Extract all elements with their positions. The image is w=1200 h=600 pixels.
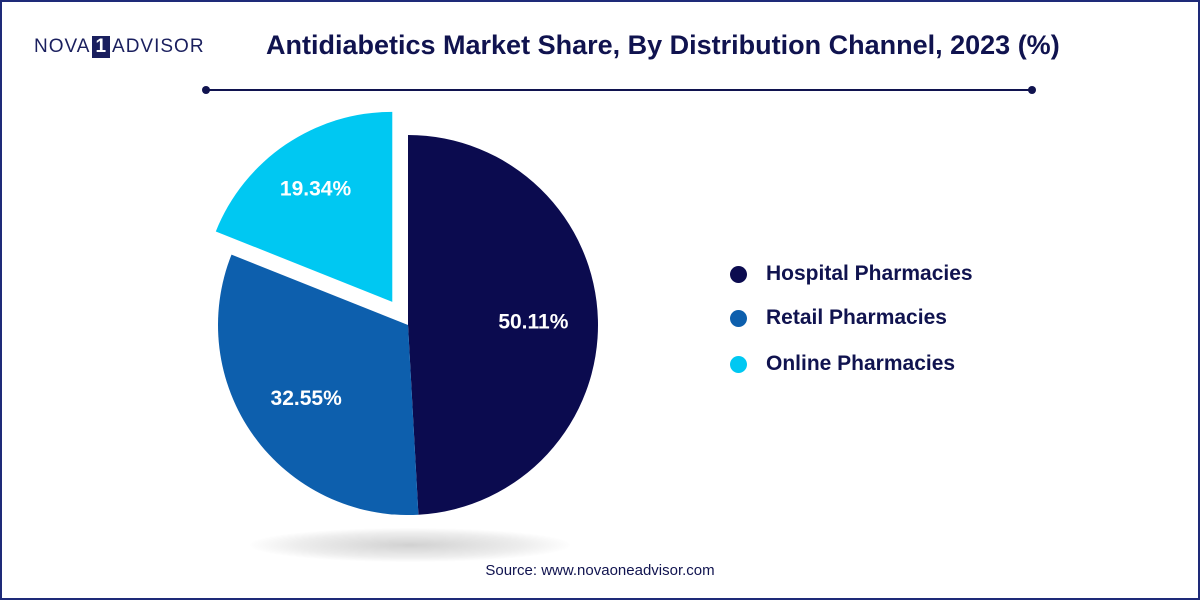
legend-item-hospital: Hospital Pharmacies [730,262,973,286]
title-divider [202,86,1036,94]
legend-item-retail: Retail Pharmacies [730,306,947,330]
logo-text-right: ADVISOR [112,36,205,57]
divider-dot-left [202,86,210,94]
chart-title: Antidiabetics Market Share, By Distribut… [266,30,1060,60]
legend-swatch-online [730,355,747,373]
divider-dot-right [1028,86,1036,94]
source-note: Source: www.novaoneadvisor.com [485,562,715,579]
data-label-hospital: 50.11% [498,311,568,334]
pie-slice-retail [217,254,419,515]
logo-text-mid: 1 [92,36,111,58]
data-label-retail: 32.55% [271,387,343,410]
legend-swatch-retail [730,309,747,327]
legend-swatch-hospital [730,265,747,283]
logo-text-left: NOVA [34,36,91,57]
legend-label-online: Online Pharmacies [766,352,956,375]
legend-label-hospital: Hospital Pharmacies [766,262,973,285]
pie-slice-hospital [408,135,599,515]
pie-slice-online [215,111,393,302]
legend-item-online: Online Pharmacies [730,352,955,376]
brand-logo: NOVA 1 ADVISOR [34,34,205,60]
pie-shadow [250,528,570,562]
legend-label-retail: Retail Pharmacies [766,306,947,329]
data-label-online: 19.34% [280,178,352,201]
